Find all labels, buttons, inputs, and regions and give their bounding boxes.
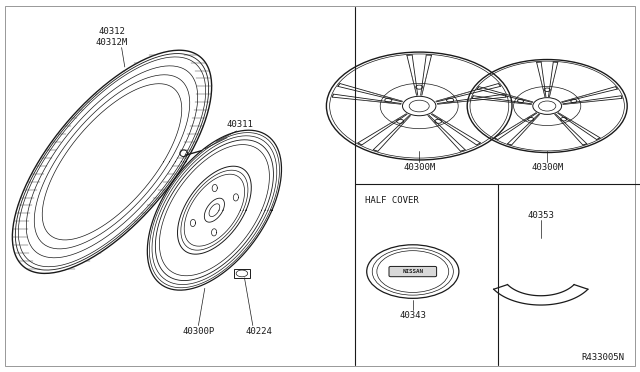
- Text: 40343: 40343: [399, 311, 426, 320]
- Text: 40312: 40312: [99, 27, 125, 36]
- Text: 40224: 40224: [246, 327, 273, 336]
- Text: HALF COVER: HALF COVER: [365, 196, 419, 205]
- Text: 40300M: 40300M: [403, 163, 435, 172]
- Text: 40312M: 40312M: [96, 38, 128, 47]
- Text: 40353: 40353: [527, 211, 554, 220]
- Text: NISSAN: NISSAN: [403, 269, 423, 274]
- Text: R433005N: R433005N: [581, 353, 624, 362]
- Text: 40311: 40311: [227, 120, 253, 129]
- Text: 40300M: 40300M: [531, 163, 563, 172]
- FancyBboxPatch shape: [389, 266, 436, 277]
- Text: 40300P: 40300P: [182, 327, 214, 336]
